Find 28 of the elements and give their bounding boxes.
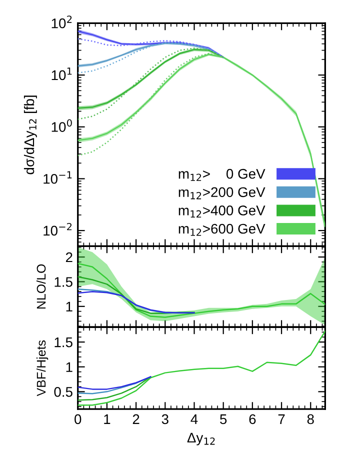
y-tick-label: 10$^{0}$ [52, 119, 72, 132]
x-tick-label: 2 [132, 414, 140, 424]
y-axis-title: VBF/Hjets [36, 340, 48, 396]
x-tick-label: 1 [104, 414, 110, 424]
x-tick-label: 3 [162, 414, 168, 424]
y-tick-label: 2 [66, 252, 72, 262]
y-tick-label: 10$^{−2}$ [44, 222, 72, 236]
y-tick-label: 1 [66, 362, 72, 372]
y-tick-label: 10$^{−1}$ [44, 171, 72, 184]
y-tick-label: 10$^{1}$ [52, 68, 72, 80]
y-tick-label: 1.5 [54, 277, 72, 287]
y-tick-label: 1.5 [54, 338, 72, 348]
x-tick-label: 0 [74, 414, 82, 424]
y-tick-label: 1 [66, 302, 72, 312]
legend-label: m$_{12}$> 0 GeV [178, 168, 266, 181]
y-tick-label: 10$^{2}$ [52, 16, 72, 28]
legend-label: m$_{12}$>200 GeV [178, 187, 266, 200]
y-tick-label: 0.5 [54, 387, 72, 397]
x-axis-title: Δy$_{12}$ [187, 432, 215, 446]
legend-label: m$_{12}$>600 GeV [178, 224, 266, 236]
y-axis-title: dσ/dΔy$_{12}$ [fb] [24, 96, 37, 174]
x-tick-label: 8 [307, 414, 314, 424]
y-axis-title: NLO/LO [36, 264, 46, 309]
x-tick-label: 5 [220, 414, 227, 424]
legend-label: m$_{12}$>400 GeV [178, 206, 266, 218]
x-tick-label: 6 [249, 414, 256, 424]
x-tick-label: 4 [190, 414, 198, 424]
x-tick-label: 7 [278, 414, 285, 424]
